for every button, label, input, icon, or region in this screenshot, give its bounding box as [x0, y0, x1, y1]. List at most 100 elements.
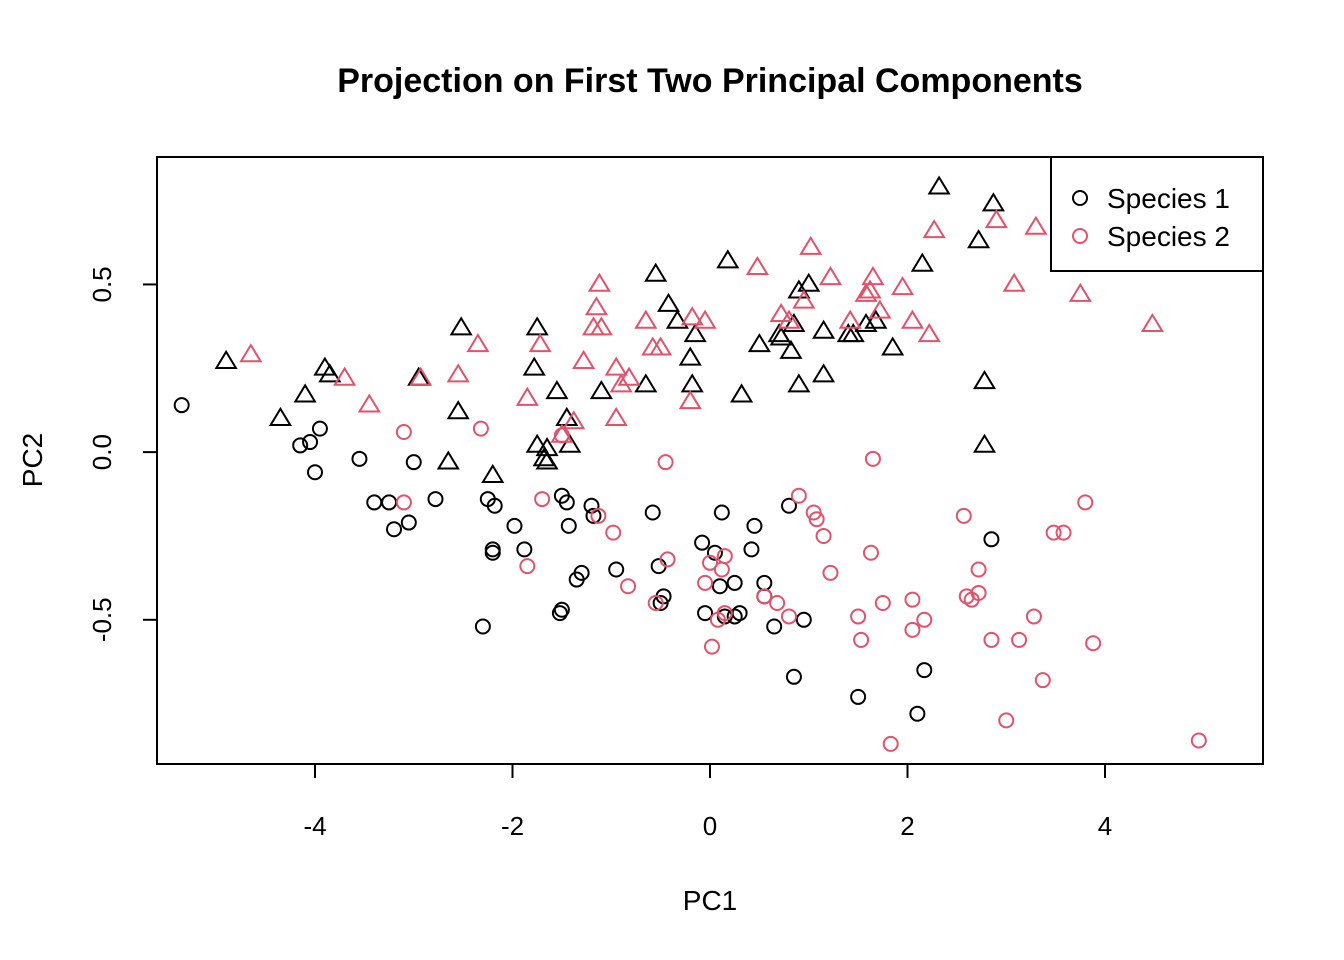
data-point-triangle-series-4-44: [1068, 282, 1092, 302]
x-axis: -4 -2 0 2 4: [303, 763, 1112, 841]
data-point-triangle-series-4-33: [854, 282, 878, 302]
data-point-circle-series-3-30: [862, 544, 879, 561]
data-point-circle-series-3-50: [1085, 635, 1102, 652]
data-point-circle-series-3-11: [657, 454, 674, 471]
data-point-circle-series-1-24: [573, 564, 590, 581]
data-point-triangle-series-4-8: [528, 333, 552, 353]
data-point-triangle-series-2-26: [680, 373, 704, 393]
data-point-circle-series-3-13: [697, 574, 714, 591]
data-point-triangle-series-2-12: [525, 316, 549, 336]
data-point-circle-series-3-20: [756, 588, 773, 605]
x-tick-label: -4: [303, 811, 326, 841]
data-point-triangle-series-2-33: [779, 339, 803, 359]
data-point-triangle-series-2-10: [481, 463, 505, 483]
data-point-circle-series-1-52: [909, 705, 926, 722]
data-point-circle-series-1-43: [743, 541, 760, 558]
data-point-triangle-series-4-29: [792, 289, 816, 309]
data-point-circle-series-3-27: [822, 564, 839, 581]
data-point-circle-series-3-2: [395, 494, 412, 511]
data-point-triangle-series-2-41: [841, 323, 865, 343]
data-point-circle-series-3-31: [864, 450, 881, 467]
data-point-triangle-series-4-30: [799, 235, 823, 255]
data-point-circle-series-1-8: [381, 494, 398, 511]
data-point-circle-series-3-46: [1034, 672, 1051, 689]
data-point-circle-series-3-1: [395, 423, 412, 440]
data-point-circle-series-3-18: [716, 548, 733, 565]
data-point-circle-series-1-35: [697, 605, 714, 622]
data-point-circle-series-1-51: [850, 688, 867, 705]
data-point-circle-series-1-34: [694, 534, 711, 551]
data-point-triangle-series-2-20: [589, 380, 613, 400]
data-point-circle-series-3-48: [1055, 524, 1072, 541]
data-point-circle-series-1-40: [726, 574, 743, 591]
data-point-circle-series-1-54: [983, 531, 1000, 548]
data-point-circle-series-3-22: [781, 608, 797, 625]
legend-label-species-2: Species 2: [1107, 221, 1230, 252]
data-point-circle-series-1-12: [427, 491, 444, 508]
data-point-circle-series-1-29: [608, 561, 625, 578]
data-point-triangle-series-2-45: [910, 252, 934, 272]
data-point-triangle-series-4-37: [891, 276, 915, 296]
data-point-triangle-series-2-1: [214, 349, 238, 369]
data-point-circle-series-1-7: [366, 494, 383, 511]
data-point-triangle-series-2-19: [558, 433, 582, 453]
data-point-circle-series-3-29: [853, 631, 870, 648]
data-point-triangle-series-2-9: [449, 316, 473, 336]
data-point-triangle-series-2-8: [446, 400, 470, 420]
data-point-circle-series-1-17: [486, 497, 503, 514]
data-point-circle-series-3-15: [703, 638, 720, 655]
data-point-circle-series-3-44: [1011, 631, 1028, 648]
data-point-triangle-series-4-26: [745, 255, 769, 276]
data-point-circle-series-1-10: [400, 514, 417, 531]
data-point-triangle-series-2-35: [787, 279, 811, 299]
data-point-circle-series-1-9: [386, 521, 402, 538]
data-point-triangle-series-4-7: [515, 386, 539, 406]
data-point-triangle-series-4-15: [589, 316, 613, 336]
data-point-circle-series-3-3: [472, 420, 489, 437]
data-point-triangle-series-2-2: [268, 406, 292, 426]
data-point-triangle-series-2-43: [864, 309, 888, 329]
data-point-circle-series-1-18: [506, 517, 523, 534]
data-point-triangle-series-2-24: [665, 309, 689, 329]
data-point-triangle-series-4-34: [858, 279, 882, 299]
data-point-triangle-series-4-38: [900, 309, 924, 329]
data-point-triangle-series-4-39: [917, 323, 941, 343]
data-point-circle-series-1-47: [766, 618, 783, 635]
data-point-triangle-series-2-29: [730, 383, 754, 403]
data-point-triangle-series-2-36: [787, 373, 811, 393]
data-point-circle-series-1-27: [583, 497, 600, 514]
data-point-circle-series-3-36: [916, 611, 933, 628]
x-tick-label: 4: [1098, 811, 1112, 841]
x-tick-label: -2: [501, 811, 524, 841]
data-point-triangle-series-4-10: [562, 410, 586, 430]
data-point-triangle-series-4-41: [984, 209, 1008, 229]
data-point-triangle-series-2-21: [634, 373, 658, 393]
data-point-circle-series-1-21: [558, 494, 575, 511]
data-point-circle-series-3-7: [590, 507, 607, 524]
data-point-circle-series-1-15: [484, 541, 501, 558]
data-point-circle-series-1-48: [781, 497, 797, 514]
data-point-triangle-series-2-48: [972, 369, 997, 390]
data-point-triangle-series-4-36: [868, 299, 892, 319]
points-layer: [173, 175, 1207, 752]
data-point-circle-series-1-13: [474, 618, 491, 635]
data-point-triangle-series-2-5: [318, 363, 342, 383]
data-point-circle-series-3-34: [904, 591, 921, 608]
data-point-triangle-series-4-18: [609, 373, 633, 393]
data-point-triangle-series-4-1: [239, 343, 263, 363]
data-point-triangle-series-2-46: [927, 175, 951, 195]
x-tick-label: 2: [900, 811, 914, 841]
data-point-circle-series-3-5: [534, 491, 551, 508]
legend-label-species-1: Species 1: [1107, 183, 1230, 214]
data-point-circle-series-1-50: [795, 611, 812, 628]
data-point-triangle-series-4-22: [649, 336, 673, 356]
data-point-triangle-series-4-27: [769, 302, 793, 322]
data-point-triangle-series-2-23: [656, 292, 681, 312]
data-point-circle-series-1-28: [585, 507, 602, 524]
data-point-triangle-series-4-45: [1140, 312, 1164, 333]
data-point-circle-series-3-28: [850, 608, 867, 625]
data-point-triangle-series-2-3: [293, 383, 317, 403]
data-point-circle-series-1-19: [516, 541, 533, 558]
data-point-triangle-series-2-17: [545, 380, 569, 400]
